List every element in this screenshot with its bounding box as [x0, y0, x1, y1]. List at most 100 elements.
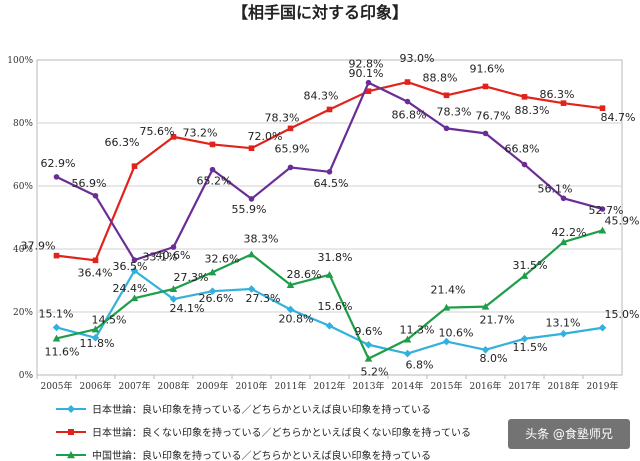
- data-point: [326, 169, 333, 175]
- data-label: 88.3%: [515, 104, 550, 117]
- series-3-labels: 11.6% 14.5% 24.4% 27.3% 32.6% 38.3% 28.6% 31.8%…: [45, 214, 640, 378]
- data-label: 11.8%: [80, 337, 115, 350]
- data-label: 27.3%: [246, 292, 281, 305]
- data-point: [53, 174, 60, 180]
- data-point: [443, 125, 450, 132]
- x-tick-label: 2018年: [548, 380, 580, 392]
- data-label: 31.5%: [513, 259, 548, 272]
- x-tick-label: 2015年: [431, 380, 463, 392]
- data-label: 36.4%: [78, 266, 113, 279]
- data-point: [248, 196, 255, 202]
- data-point: [130, 294, 139, 302]
- x-tick-label: 2016年: [470, 380, 502, 392]
- series-4: [53, 79, 606, 263]
- series-2: [53, 79, 606, 264]
- x-tick-label: 2009年: [197, 380, 229, 392]
- series-3: [52, 226, 607, 362]
- data-point: [68, 429, 74, 435]
- data-point: [365, 88, 372, 94]
- data-point: [170, 134, 177, 140]
- y-tick-label: 60%: [13, 182, 33, 192]
- data-point: [248, 145, 255, 151]
- data-label: 21.4%: [431, 284, 466, 297]
- data-label: 52.7%: [589, 204, 624, 217]
- data-point: [599, 206, 606, 212]
- data-point: [67, 451, 75, 459]
- data-point: [560, 195, 567, 202]
- data-label: 42.2%: [552, 226, 587, 239]
- data-point: [287, 164, 294, 171]
- y-tick-label: 0%: [19, 371, 34, 381]
- data-point: [67, 405, 75, 413]
- watermark-text: 头条 @食塾师兄: [525, 426, 613, 441]
- x-tick-label: 2005年: [41, 380, 73, 392]
- data-point: [403, 349, 412, 358]
- legend-label: 日本世論：良くない印象を持っている／どちらかといえば良くない印象を持っている: [92, 426, 471, 439]
- data-point: [598, 323, 607, 332]
- y-tick-label: 100%: [7, 56, 33, 66]
- data-point: [481, 302, 490, 310]
- data-label: 26.6%: [199, 292, 234, 305]
- data-label: 15.1%: [39, 307, 74, 320]
- data-label: 56.1%: [538, 182, 573, 195]
- data-label: 28.6%: [287, 268, 322, 281]
- y-tick-label: 80%: [13, 119, 33, 129]
- data-point: [209, 141, 216, 148]
- data-point: [326, 106, 333, 113]
- data-label: 32.6%: [205, 252, 240, 265]
- data-label: 24.4%: [113, 282, 148, 295]
- data-point: [442, 337, 451, 346]
- data-point: [91, 334, 100, 342]
- data-label: 14.5%: [92, 313, 127, 326]
- data-label: 62.9%: [41, 157, 76, 170]
- data-label: 15.6%: [318, 300, 353, 313]
- x-tick-label: 2008年: [158, 380, 190, 392]
- data-label: 27.3%: [174, 271, 209, 284]
- data-label: 11.6%: [45, 345, 80, 358]
- data-point: [559, 329, 568, 338]
- x-tick-label: 2006年: [80, 380, 112, 392]
- data-label: 45.9%: [605, 214, 640, 227]
- x-tick-label: 2007年: [119, 380, 151, 392]
- x-tick-label: 2014年: [392, 380, 424, 392]
- data-point: [169, 295, 178, 303]
- legend-item: 中国世論：良い印象を持っている／どちらかといえば良い印象を持っている: [56, 449, 431, 461]
- x-tick-label: 2011年: [275, 380, 307, 392]
- data-point: [52, 334, 61, 342]
- data-point: [598, 226, 607, 234]
- data-label: 75.6%: [140, 125, 175, 138]
- data-label: 5.2%: [361, 366, 389, 379]
- data-label: 40.6%: [156, 249, 191, 262]
- legend-item: 日本世論：良い印象を持っている／どちらかといえば良い印象を持っている: [56, 403, 431, 416]
- data-label: 8.0%: [480, 352, 508, 365]
- data-label: 91.6%: [470, 62, 505, 75]
- data-point: [92, 257, 99, 264]
- data-label: 11.5%: [513, 341, 548, 354]
- data-point: [365, 79, 372, 86]
- data-point: [52, 323, 61, 332]
- data-label: 65.9%: [275, 142, 310, 155]
- data-label: 37.9%: [21, 240, 56, 253]
- data-label: 78.3%: [437, 105, 472, 118]
- x-tick-label: 2012年: [314, 380, 346, 392]
- data-point: [442, 303, 451, 311]
- data-point: [92, 192, 99, 199]
- data-point: [325, 322, 334, 330]
- data-label: 84.7%: [601, 111, 636, 124]
- data-point: [521, 94, 528, 100]
- data-label: 88.8%: [423, 71, 458, 84]
- data-label: 64.5%: [314, 177, 349, 190]
- data-point: [247, 250, 256, 258]
- data-label: 36.5%: [113, 260, 148, 273]
- data-point: [325, 271, 334, 278]
- data-point: [404, 79, 411, 85]
- data-point: [364, 354, 373, 362]
- data-point: [131, 257, 138, 263]
- data-labels: 15.1% 11.8% 33.1% 24.1%26.6% 27.3% 20.8% 15.6%…: [21, 52, 640, 379]
- data-point: [287, 125, 294, 132]
- data-point: [286, 305, 295, 314]
- data-point: [286, 281, 295, 288]
- plot-border: [36, 59, 623, 376]
- data-label: 15.0%: [605, 308, 640, 321]
- data-point: [208, 268, 217, 276]
